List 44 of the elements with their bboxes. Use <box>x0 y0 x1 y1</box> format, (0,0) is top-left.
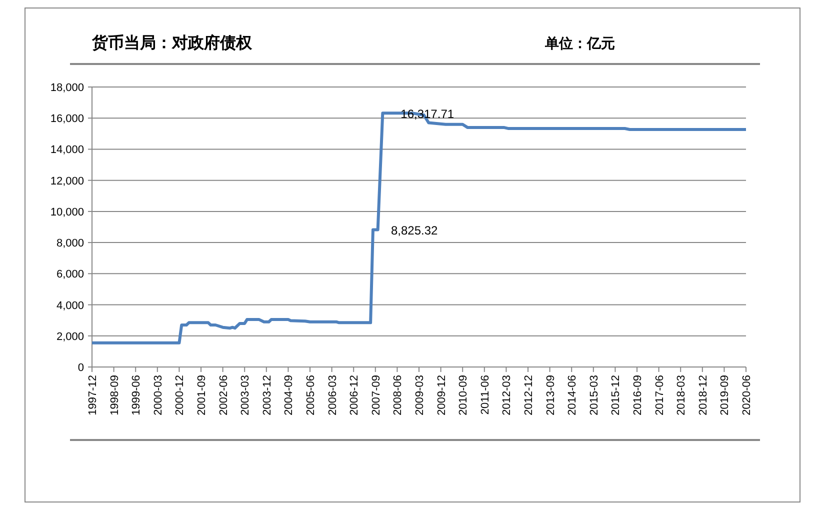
x-tick-label: 2020-06 <box>741 375 753 416</box>
y-tick-label: 12,000 <box>50 175 84 188</box>
y-tick-label: 10,000 <box>50 206 84 218</box>
x-tick-label: 2019-09 <box>719 375 732 416</box>
x-tick-label: 2006-03 <box>326 375 339 416</box>
y-tick-label: 18,000 <box>50 82 84 94</box>
x-tick-label: 2004-09 <box>283 375 296 416</box>
y-tick-label: 0 <box>78 362 84 374</box>
y-tick-label: 16,000 <box>50 113 84 126</box>
x-tick-label: 2009-12 <box>436 375 448 416</box>
x-tick-label: 2007-09 <box>370 375 382 416</box>
x-tick-label: 1998-09 <box>108 375 121 416</box>
x-tick-label: 2005-06 <box>305 375 317 416</box>
x-tick-label: 2010-09 <box>458 375 470 416</box>
annotation: 8,825.32 <box>390 224 438 238</box>
x-tick-label: 2011-06 <box>479 375 492 415</box>
y-tick-label: 4,000 <box>56 300 84 312</box>
x-tick-label: 2008-06 <box>392 375 404 416</box>
x-tick-label: 2000-03 <box>152 375 164 416</box>
x-tick-label: 2012-12 <box>523 375 535 416</box>
y-tick-label: 14,000 <box>50 144 84 156</box>
x-tick-label: 1997-12 <box>87 375 99 416</box>
x-tick-label: 2009-03 <box>414 375 426 416</box>
chart-title: 货币当局：对政府债权 <box>91 33 253 52</box>
y-tick-label: 2,000 <box>56 330 84 343</box>
chart-subtitle: 单位：亿元 <box>544 36 615 52</box>
x-tick-label: 2018-03 <box>676 375 688 416</box>
x-tick-label: 2015-12 <box>610 375 622 416</box>
x-tick-label: 2017-06 <box>654 375 666 416</box>
x-tick-label: 2014-06 <box>566 375 579 416</box>
x-tick-label: 2001-09 <box>196 375 208 416</box>
y-tick-label: 6,000 <box>56 268 84 281</box>
x-tick-label: 2012-03 <box>501 375 514 416</box>
x-tick-label: 2002-06 <box>218 375 230 416</box>
y-tick-label: 8,000 <box>56 238 84 250</box>
x-tick-label: 2013-09 <box>544 375 557 416</box>
x-tick-label: 2018-12 <box>697 375 710 416</box>
x-tick-label: 2003-03 <box>240 375 252 416</box>
x-tick-label: 2016-09 <box>632 375 644 416</box>
x-tick-label: 2003-12 <box>261 375 274 416</box>
x-tick-label: 2006-12 <box>348 375 361 416</box>
x-tick-label: 2015-03 <box>588 375 600 416</box>
x-tick-label: 2000-12 <box>174 375 186 416</box>
x-tick-label: 1999-06 <box>130 375 143 416</box>
